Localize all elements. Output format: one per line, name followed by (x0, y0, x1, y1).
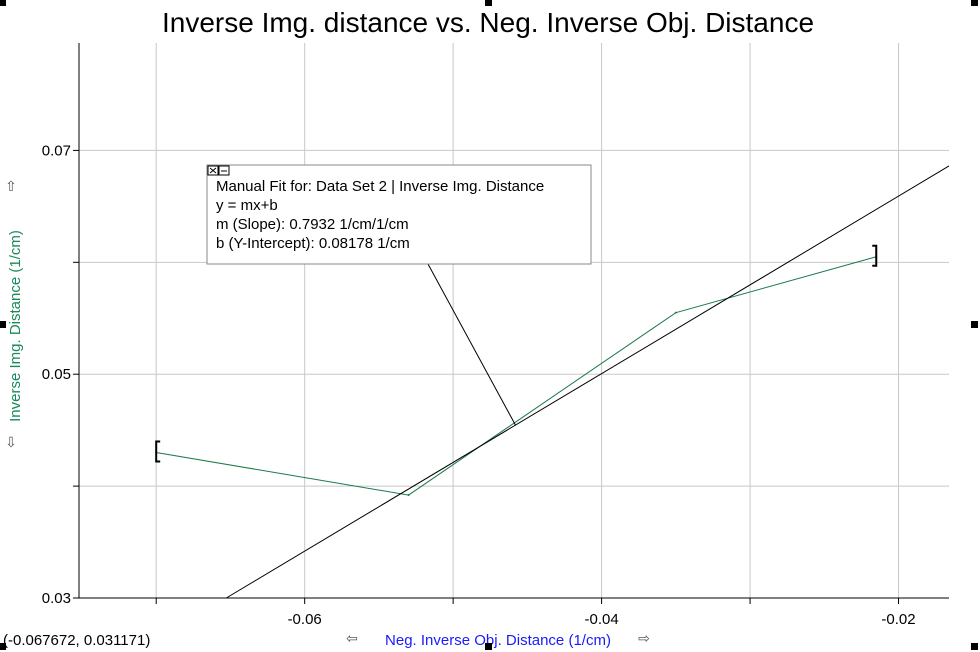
series-layer[interactable] (155, 244, 878, 497)
resize-handle[interactable] (971, 321, 978, 328)
fit-label-line: y = mx+b (216, 197, 278, 214)
y-tick-label: 0.05 (42, 366, 71, 383)
fit-line[interactable] (226, 165, 950, 599)
x-tick-label: -0.02 (881, 611, 915, 628)
y-tick-label: 0.07 (42, 142, 71, 159)
close-icon-glyph (209, 167, 217, 174)
resize-handle[interactable] (485, 643, 492, 650)
x-tick-label: -0.04 (584, 611, 618, 628)
chart-title: Inverse Img. distance vs. Neg. Inverse O… (162, 7, 814, 38)
series-line[interactable] (156, 256, 877, 496)
grid (79, 43, 949, 599)
arrow-left-icon[interactable]: ⇦ (346, 630, 358, 646)
y-tick-label: 0.03 (42, 590, 71, 607)
fit-layer[interactable]: Manual Fit for: Data Set 2 | Inverse Img… (206, 164, 950, 599)
tick-labels: -0.06 -0.04 -0.02 0.03 0.05 0.07 (42, 142, 916, 628)
fit-label-box[interactable] (206, 164, 592, 265)
range-bracket-end[interactable] (872, 244, 878, 267)
range-bracket-start[interactable] (155, 440, 161, 463)
fit-label-line: Manual Fit for: Data Set 2 | Inverse Img… (216, 178, 544, 195)
fit-label-leader (427, 263, 516, 426)
resize-handle[interactable] (485, 0, 492, 6)
arrow-up-icon[interactable]: ⇧ (5, 178, 17, 194)
resize-handle[interactable] (971, 643, 978, 650)
resize-handle[interactable] (0, 321, 6, 328)
fit-label-line: b (Y-Intercept): 0.08178 1/cm (216, 235, 410, 252)
resize-handle[interactable] (971, 0, 978, 6)
fit-label-line: m (Slope): 0.7932 1/cm/1/cm (216, 216, 409, 233)
x-axis-label: Neg. Inverse Obj. Distance (1/cm) (385, 632, 611, 649)
resize-handle[interactable] (0, 0, 6, 6)
cursor-readout: (-0.067672, 0.031171) (3, 632, 150, 649)
arrow-right-icon[interactable]: ⇨ (638, 630, 650, 646)
data-point[interactable] (674, 311, 677, 314)
x-tick-label: -0.06 (288, 611, 322, 628)
arrow-down-icon[interactable]: ⇩ (5, 434, 17, 450)
resize-handle[interactable] (0, 643, 6, 650)
axes (73, 43, 949, 604)
data-point[interactable] (407, 494, 410, 497)
y-axis-label: Inverse Img. Distance (1/cm) (7, 230, 24, 422)
